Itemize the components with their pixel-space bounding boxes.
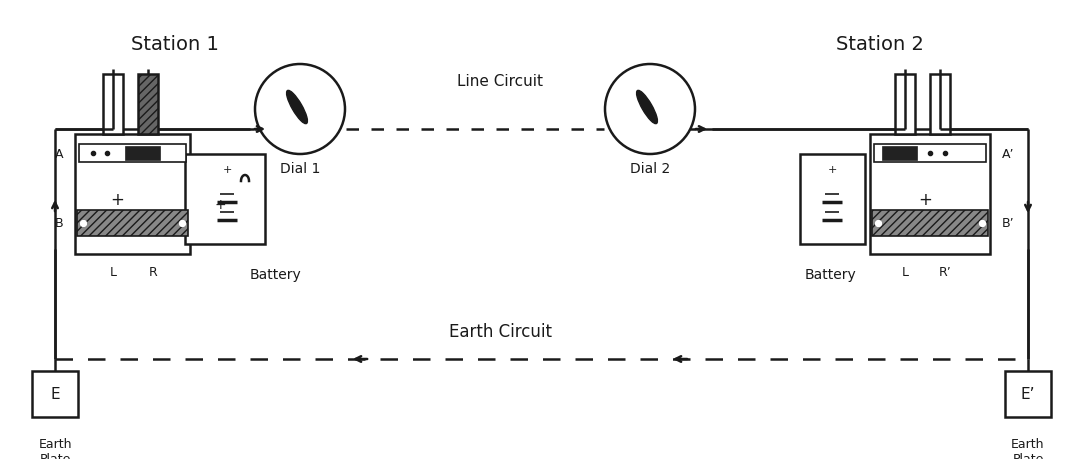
Text: E: E bbox=[50, 386, 59, 402]
Text: Earth
Plate: Earth Plate bbox=[38, 437, 71, 459]
Text: A: A bbox=[54, 147, 63, 160]
Bar bbox=[872, 211, 988, 236]
Text: Earth Circuit: Earth Circuit bbox=[448, 322, 552, 340]
Text: Dial 1: Dial 1 bbox=[280, 162, 320, 176]
Bar bbox=[32, 371, 78, 417]
Bar bbox=[79, 145, 186, 162]
Text: Battery: Battery bbox=[249, 268, 301, 281]
Text: Battery: Battery bbox=[805, 268, 856, 281]
Text: Dial 2: Dial 2 bbox=[630, 162, 670, 176]
Text: R: R bbox=[149, 266, 158, 279]
Text: +: + bbox=[110, 190, 124, 208]
Bar bbox=[185, 155, 265, 245]
Bar bbox=[138, 75, 158, 134]
Bar bbox=[895, 75, 915, 134]
Ellipse shape bbox=[636, 91, 658, 124]
Text: Station 2: Station 2 bbox=[836, 35, 923, 54]
Text: L: L bbox=[109, 266, 117, 279]
Text: L: L bbox=[902, 266, 908, 279]
Text: +: + bbox=[214, 197, 226, 212]
Text: +: + bbox=[827, 165, 837, 174]
Bar bbox=[1005, 371, 1051, 417]
Bar bbox=[77, 211, 188, 236]
Text: E’: E’ bbox=[1021, 386, 1036, 402]
Text: A’: A’ bbox=[1002, 147, 1014, 160]
Text: B: B bbox=[54, 217, 63, 230]
Text: B’: B’ bbox=[1002, 217, 1014, 230]
Bar bbox=[930, 75, 950, 134]
Text: R’: R’ bbox=[939, 266, 951, 279]
Bar bbox=[882, 147, 917, 161]
Bar bbox=[800, 155, 865, 245]
Bar bbox=[125, 147, 160, 161]
Text: Line Circuit: Line Circuit bbox=[457, 74, 543, 90]
Ellipse shape bbox=[286, 91, 308, 124]
Text: +: + bbox=[222, 165, 232, 174]
Text: +: + bbox=[918, 190, 932, 208]
Bar bbox=[870, 134, 990, 254]
Text: Station 1: Station 1 bbox=[131, 35, 219, 54]
Bar bbox=[75, 134, 190, 254]
Circle shape bbox=[255, 65, 345, 155]
Circle shape bbox=[605, 65, 696, 155]
Bar bbox=[103, 75, 123, 134]
Text: Earth
Plate: Earth Plate bbox=[1011, 437, 1044, 459]
Bar bbox=[874, 145, 986, 162]
